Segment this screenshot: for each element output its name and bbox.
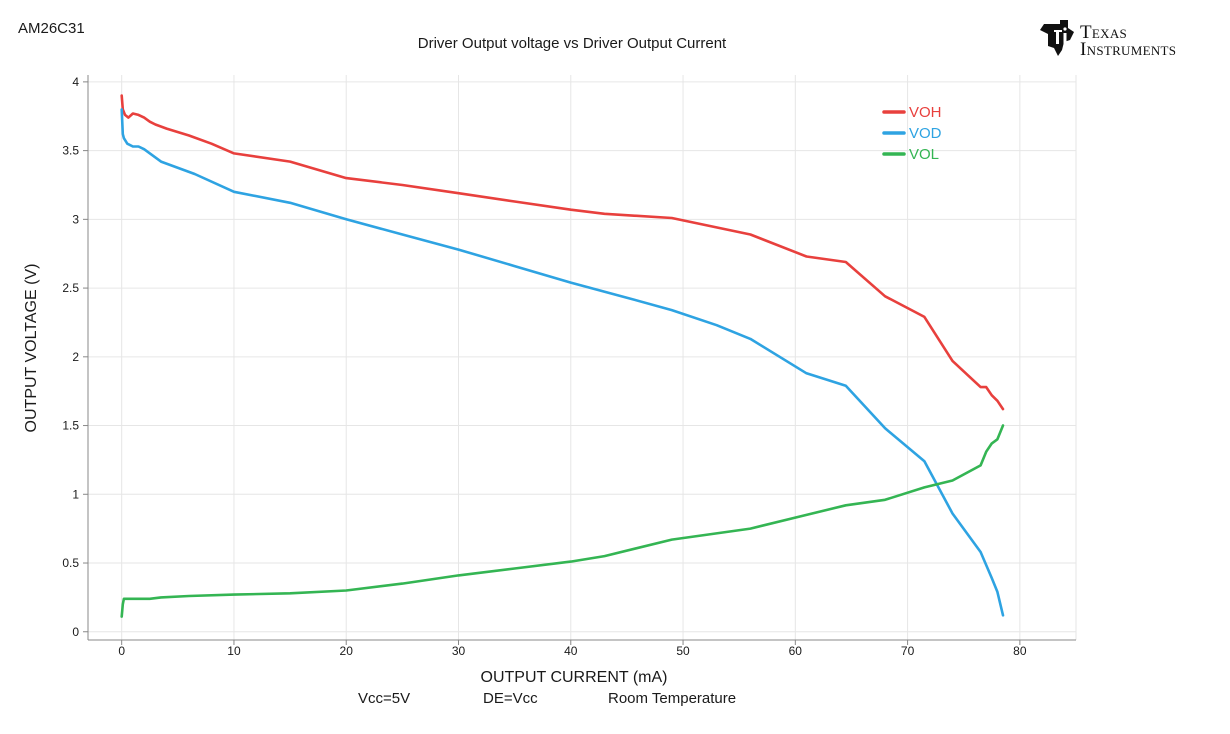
x-axis-label: OUTPUT CURRENT (mA) [481, 669, 668, 686]
x-tick-label: 20 [340, 644, 354, 658]
x-tick-label: 80 [1013, 644, 1027, 658]
logo-line-1: Texas [1080, 22, 1128, 43]
x-tick-label: 50 [676, 644, 690, 658]
y-axis-label: OUTPUT VOLTAGE (V) [23, 264, 40, 433]
x-tick-label: 40 [564, 644, 578, 658]
x-tick-label: 30 [452, 644, 466, 658]
series-line-vod [120, 108, 1005, 617]
series-line-voh [120, 94, 1005, 411]
y-tick-label: 2 [72, 350, 79, 364]
logo-wordmark: Texas Instruments [1080, 22, 1177, 60]
axes: 0 10 20 30 40 50 60 70 80 0 0.5 1 1.5 2 2.5 3 3.5 4 [62, 75, 1076, 658]
y-tick-label: 4 [72, 75, 79, 89]
grid-lines [88, 75, 1077, 640]
footer-vcc: Vcc=5V [358, 690, 411, 707]
footer-temperature: Room Temperature [608, 690, 737, 707]
x-tick-label: 70 [901, 644, 915, 658]
legend-label-vod: VOD [909, 125, 942, 142]
texas-instruments-logo: Texas Instruments [1038, 16, 1218, 60]
legend: VOH VOD VOL [882, 104, 942, 163]
x-tick-label: 0 [118, 644, 125, 658]
y-tick-label: 2.5 [62, 281, 79, 295]
y-tick-label: 0 [72, 625, 79, 639]
x-tick-label: 10 [227, 644, 241, 658]
y-tick-label: 1 [72, 487, 79, 501]
y-tick-label: 3 [72, 212, 79, 226]
y-tick-label: 0.5 [62, 556, 79, 570]
series-line-vol [120, 424, 1005, 618]
y-tick-label: 3.5 [62, 144, 79, 158]
legend-label-vol: VOL [909, 146, 939, 163]
logo-line-2: Instruments [1080, 39, 1177, 60]
device-label: AM26C31 [18, 20, 85, 37]
footer-de: DE=Vcc [483, 690, 538, 707]
series-lines [120, 94, 1005, 618]
x-tick-label: 60 [789, 644, 803, 658]
legend-label-voh: VOH [909, 104, 942, 121]
chart-title: Driver Output voltage vs Driver Output C… [418, 35, 727, 52]
ti-state-icon [1040, 20, 1074, 56]
y-tick-label: 1.5 [62, 419, 79, 433]
